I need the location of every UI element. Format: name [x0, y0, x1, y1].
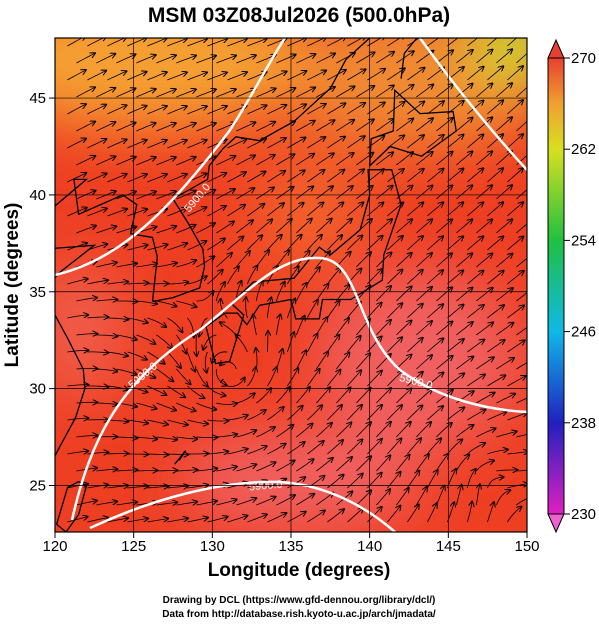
y-tick-label: 35 [29, 284, 46, 301]
x-tick-label: 135 [278, 538, 303, 555]
colorbar-tick-label: 238 [571, 415, 596, 432]
colorbar-top-extension [548, 40, 564, 58]
streamline [147, 284, 168, 285]
title: MSM 03Z08Jul2026 (500.0hPa) [148, 4, 450, 27]
x-tick-label: 120 [42, 538, 67, 555]
x-tick-label: 150 [514, 538, 539, 555]
colorbar-tick-label: 254 [571, 232, 596, 249]
colorbar-body [548, 58, 564, 514]
colorbar-tick-label: 262 [571, 141, 596, 158]
colorbar-tick-label: 230 [571, 506, 596, 523]
x-tick-label: 140 [357, 538, 382, 555]
colorbar-tick-label: 270 [571, 50, 596, 67]
y-tick-label: 40 [29, 187, 46, 204]
x-tick-label: 145 [436, 538, 461, 555]
x-axis-label: Longitude (degrees) [208, 560, 391, 581]
colorbar: 230 238 246 254 262 270 [548, 40, 596, 532]
y-axis-label: Latitude (degrees) [2, 203, 23, 368]
y-tick-label: 30 [29, 381, 46, 398]
footer-line: Data from http://database.rish.kyoto-u.a… [162, 609, 436, 620]
x-tick-label: 130 [200, 538, 225, 555]
y-tick-label: 25 [29, 478, 46, 495]
colorbar-bottom-extension [548, 514, 564, 532]
x-tick-label: 125 [121, 538, 146, 555]
colorbar-tick-label: 246 [571, 324, 596, 341]
y-tick-label: 45 [29, 90, 46, 107]
footer-line: Drawing by DCL (https://www.gfd-dennou.o… [163, 595, 436, 606]
